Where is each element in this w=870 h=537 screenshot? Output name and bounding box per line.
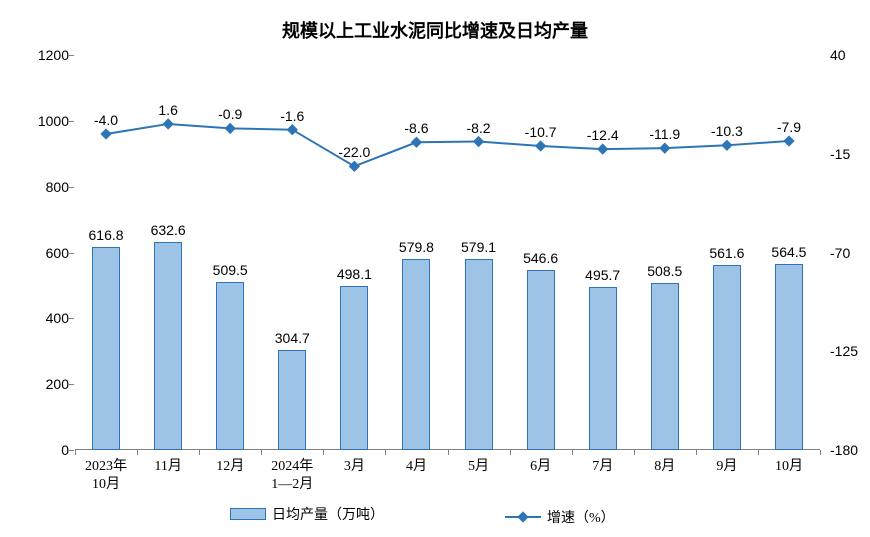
line-value-label: -11.9 <box>640 126 690 142</box>
bar-value-label: 561.6 <box>697 245 757 261</box>
bar <box>92 247 120 450</box>
x-category-label: 11月 <box>137 458 199 476</box>
y-right-tick-label: 40 <box>830 47 846 63</box>
y-right-tick-label: -70 <box>830 245 850 261</box>
y-left-tick-label: 600 <box>46 245 69 261</box>
bar-value-label: 632.6 <box>138 222 198 238</box>
y-left-tick-label: 1200 <box>38 47 69 63</box>
x-category-label: 2024年1—2月 <box>261 458 323 494</box>
x-tick-mark <box>75 450 76 455</box>
bar <box>651 283 679 450</box>
x-category-label: 6月 <box>510 458 572 476</box>
bar-value-label: 304.7 <box>262 330 322 346</box>
y-left-tick-mark <box>69 55 74 56</box>
y-left-tick-label: 800 <box>46 179 69 195</box>
y-left-tick-label: 400 <box>46 310 69 326</box>
line-value-label: -12.4 <box>578 127 628 143</box>
bar-value-label: 498.1 <box>324 266 384 282</box>
line-value-label: -7.9 <box>764 119 814 135</box>
x-tick-mark <box>696 450 697 455</box>
bar <box>278 350 306 450</box>
x-category-label: 5月 <box>448 458 510 476</box>
x-tick-mark <box>323 450 324 455</box>
x-tick-mark <box>448 450 449 455</box>
x-category-label: 2023年10月 <box>75 458 137 494</box>
legend-bar-label: 日均产量（万吨） <box>272 504 384 524</box>
bar <box>713 265 741 450</box>
line-value-label: -8.2 <box>454 120 504 136</box>
x-tick-mark <box>820 450 821 455</box>
line-value-label: -22.0 <box>329 144 379 160</box>
line-value-label: -10.3 <box>702 123 752 139</box>
bar <box>775 264 803 450</box>
x-tick-mark <box>385 450 386 455</box>
x-tick-mark <box>634 450 635 455</box>
legend-line: 增速（%） <box>505 507 615 527</box>
bar <box>527 270 555 450</box>
line-value-label: -10.7 <box>516 124 566 140</box>
x-tick-mark <box>137 450 138 455</box>
y-right-tick-label: -15 <box>830 146 850 162</box>
line-value-label: -0.9 <box>205 106 255 122</box>
legend-bar-swatch <box>230 508 266 520</box>
y-left-tick-mark <box>69 384 74 385</box>
bar-value-label: 616.8 <box>76 227 136 243</box>
line-value-label: -1.6 <box>267 108 317 124</box>
x-category-label: 12月 <box>199 458 261 476</box>
line-value-label: -8.6 <box>391 120 441 136</box>
x-tick-mark <box>261 450 262 455</box>
x-category-label: 7月 <box>572 458 634 476</box>
y-right-tick-label: -125 <box>830 343 858 359</box>
bar-value-label: 546.6 <box>511 250 571 266</box>
y-left-tick-mark <box>69 121 74 122</box>
bar-value-label: 495.7 <box>573 267 633 283</box>
legend-line-label: 增速（%） <box>547 507 615 527</box>
chart-title: 规模以上工业水泥同比增速及日均产量 <box>0 17 870 43</box>
x-tick-mark <box>199 450 200 455</box>
x-category-label: 4月 <box>385 458 447 476</box>
bar-value-label: 508.5 <box>635 263 695 279</box>
y-right-tick-label: -180 <box>830 442 858 458</box>
y-left-tick-label: 1000 <box>38 113 69 129</box>
bar-value-label: 579.8 <box>386 239 446 255</box>
x-category-label: 3月 <box>323 458 385 476</box>
bar-value-label: 564.5 <box>759 244 819 260</box>
bar <box>402 259 430 450</box>
bar <box>154 242 182 450</box>
y-left-tick-mark <box>69 253 74 254</box>
line-value-label: -4.0 <box>81 112 131 128</box>
bar <box>340 286 368 450</box>
x-category-label: 8月 <box>634 458 696 476</box>
bar <box>589 287 617 450</box>
x-tick-mark <box>758 450 759 455</box>
bar-value-label: 579.1 <box>449 239 509 255</box>
y-left-tick-mark <box>69 318 74 319</box>
bar <box>216 282 244 450</box>
x-category-label: 10月 <box>758 458 820 476</box>
bar-value-label: 509.5 <box>200 262 260 278</box>
x-tick-mark <box>572 450 573 455</box>
chart-title-text: 规模以上工业水泥同比增速及日均产量 <box>282 21 588 41</box>
legend-line-swatch <box>505 516 541 518</box>
y-left-tick-label: 200 <box>46 376 69 392</box>
bar <box>465 259 493 450</box>
y-left-tick-mark <box>69 450 74 451</box>
y-left-tick-mark <box>69 187 74 188</box>
line-value-label: 1.6 <box>143 102 193 118</box>
x-category-label: 9月 <box>696 458 758 476</box>
legend-bar: 日均产量（万吨） <box>230 504 384 524</box>
y-left-tick-label: 0 <box>61 442 69 458</box>
x-tick-mark <box>510 450 511 455</box>
